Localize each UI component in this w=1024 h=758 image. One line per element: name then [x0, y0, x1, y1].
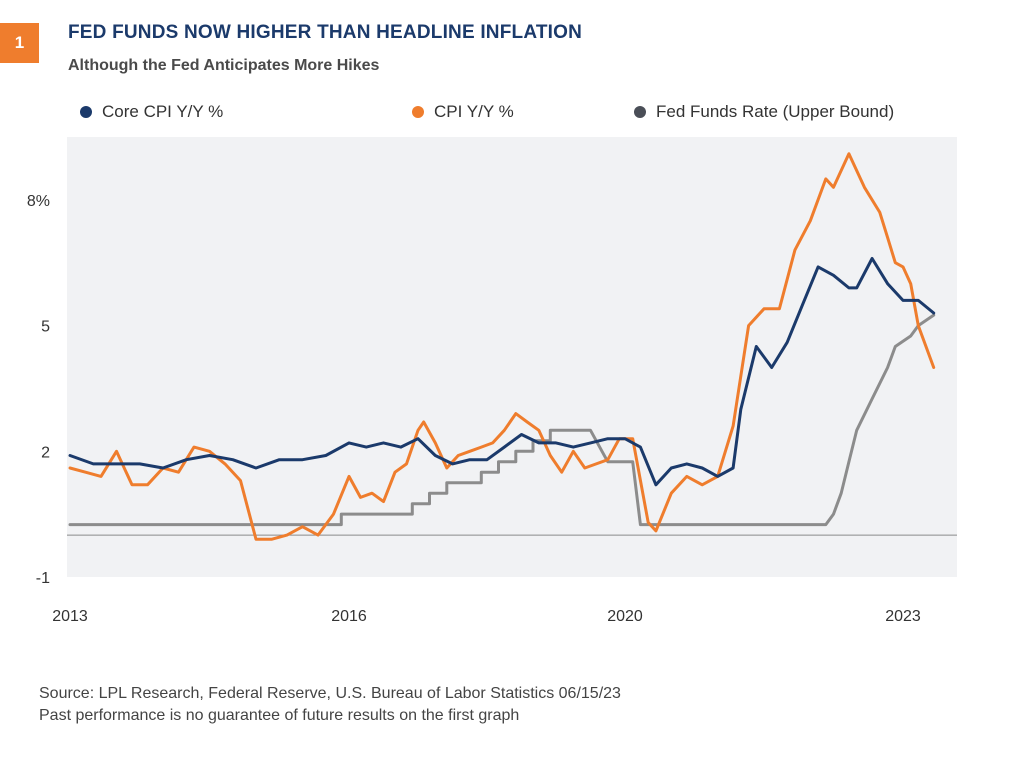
chart-footer: Source: LPL Research, Federal Reserve, U… [39, 683, 621, 727]
legend-marker-cpi [412, 106, 424, 118]
series-line-fed-funds [68, 313, 936, 527]
series-line-core-cpi [68, 257, 936, 487]
x-tick-label: 2020 [607, 608, 643, 625]
legend-item-fed-funds: Fed Funds Rate (Upper Bound) [634, 102, 894, 122]
chart-subtitle: Although the Fed Anticipates More Hikes [68, 57, 380, 74]
y-tick-label: 5 [41, 319, 50, 336]
chart-legend: Core CPI Y/Y % CPI Y/Y % Fed Funds Rate … [0, 102, 1024, 126]
plot-background [67, 137, 957, 577]
x-tick-label: 2016 [331, 608, 367, 625]
y-tick-label: -1 [36, 570, 50, 587]
legend-label-cpi: CPI Y/Y % [434, 102, 514, 121]
disclaimer-note: Past performance is no guarantee of futu… [39, 707, 520, 724]
series-line-cpi [68, 152, 936, 541]
legend-item-core-cpi: Core CPI Y/Y % [80, 102, 223, 122]
figure-number-badge: 1 [0, 23, 39, 63]
source-note: Source: LPL Research, Federal Reserve, U… [39, 685, 621, 702]
legend-label-core-cpi: Core CPI Y/Y % [102, 102, 224, 121]
chart-title: FED FUNDS NOW HIGHER THAN HEADLINE INFLA… [68, 22, 583, 43]
x-tick-label: 2013 [52, 608, 88, 625]
y-tick-label: 8% [27, 193, 50, 210]
legend-item-cpi: CPI Y/Y % [412, 102, 514, 122]
x-tick-label: 2023 [885, 608, 921, 625]
legend-marker-fed-funds [634, 106, 646, 118]
line-chart: 8% 5 2 -1 2013 2016 2020 2023 [27, 137, 957, 625]
legend-label-fed-funds: Fed Funds Rate (Upper Bound) [656, 102, 895, 121]
legend-marker-core-cpi [80, 106, 92, 118]
y-tick-label: 2 [41, 444, 50, 461]
